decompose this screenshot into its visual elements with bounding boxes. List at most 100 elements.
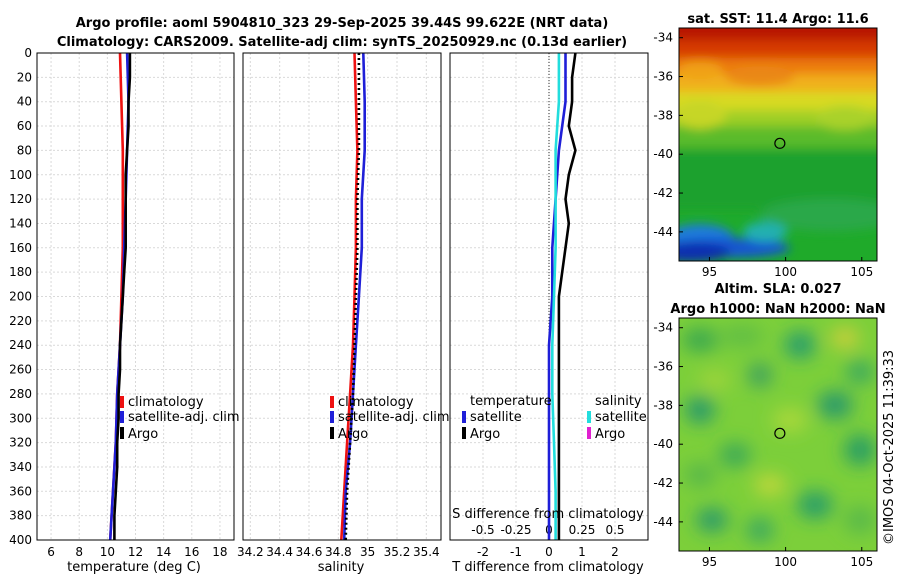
- sst-map-frame: [678, 27, 878, 262]
- temperature-legend: climatology satellite-adj. clim Argo: [120, 395, 240, 442]
- map-y-tick-label: -34: [653, 31, 673, 45]
- map-y-tick-label: -34: [653, 321, 673, 335]
- legend-label-argo: Argo: [338, 427, 368, 442]
- legend-swatch-satellite: [120, 411, 124, 423]
- map-x-tick-label: 105: [850, 265, 873, 279]
- figure-title-line1: Argo profile: aoml 5904810_323 29-Sep-20…: [76, 16, 609, 31]
- legend-label-s-argo: Argo: [595, 427, 625, 442]
- x-tick-label: 10: [100, 545, 115, 559]
- map-y-tick-label: -36: [653, 360, 673, 374]
- legend-swatch-s-satellite: [587, 411, 591, 423]
- x-tick-label: 34.4: [266, 545, 293, 559]
- series-t-satellite: [547, 53, 567, 540]
- map-y-tick-label: -42: [653, 476, 673, 490]
- depth-tick-label: 400: [9, 533, 32, 547]
- x-tick-label: 35: [360, 545, 375, 559]
- depth-tick-label: 380: [9, 509, 32, 523]
- map-y-tick-label: -36: [653, 70, 673, 84]
- map-y-tick-label: -44: [653, 225, 673, 239]
- difference-legend: temperature satellite Argo salinity sate…: [462, 394, 647, 442]
- depth-tick-label: 200: [9, 290, 32, 304]
- x-tick-label: 6: [47, 545, 55, 559]
- depth-tick-label: 100: [9, 168, 32, 182]
- sst-heatmap: [679, 28, 877, 261]
- legend-swatch-argo: [120, 427, 124, 439]
- legend-swatch-s-argo: [587, 427, 591, 439]
- depth-tick-label: 220: [9, 314, 32, 328]
- map-y-tick-label: -42: [653, 186, 673, 200]
- depth-tick-label: 0: [24, 46, 32, 60]
- depth-tick-label: 360: [9, 484, 32, 498]
- x-tick-label: 1: [578, 545, 586, 559]
- sla-heatmap: [679, 318, 877, 551]
- depth-tick-label: 180: [9, 265, 32, 279]
- depth-tick-label: 140: [9, 216, 32, 230]
- series-argo: [344, 53, 361, 541]
- map-y-tick-label: -38: [653, 108, 673, 122]
- x-tick-label: 34.8: [325, 545, 352, 559]
- salinity-legend: climatology satellite-adj. clim Argo: [330, 395, 450, 442]
- depth-tick-label: 320: [9, 436, 32, 450]
- s-diff-tick-label: 0.5: [605, 523, 624, 537]
- map-x-tick-label: 105: [850, 555, 873, 569]
- x-tick-label: 16: [184, 545, 199, 559]
- x-tick-label: 14: [156, 545, 171, 559]
- sla-map-title-line1: Altim. SLA: 0.027: [715, 282, 842, 297]
- temperature-panel: 0 20 40 60 80 100 120 140 160 180 200 220 240 260 280 3…: [9, 46, 235, 559]
- map-y-tick-label: -40: [653, 147, 673, 161]
- legend-label-t-argo: Argo: [470, 427, 500, 442]
- map-y-tick-label: -40: [653, 437, 673, 451]
- sla-map-title-line2: Argo h1000: NaN h2000: NaN: [670, 302, 885, 317]
- x-tick-label: 35.2: [384, 545, 411, 559]
- legend-title-salinity: salinity: [595, 394, 642, 409]
- x-tick-label: 12: [128, 545, 143, 559]
- depth-tick-label: 60: [17, 119, 32, 133]
- depth-tick-label: 160: [9, 241, 32, 255]
- map-x-tick-label: 100: [774, 555, 797, 569]
- plot-frame: [449, 52, 649, 541]
- depth-tick-label: 260: [9, 363, 32, 377]
- legend-swatch-climatology: [120, 396, 124, 408]
- legend-label-satellite: satellite-adj. clim: [338, 410, 450, 425]
- legend-swatch-t-argo: [462, 427, 466, 439]
- temperature-xlabel: temperature (deg C): [67, 560, 201, 575]
- x-tick-label: 34.2: [237, 545, 264, 559]
- difference-panel: -2 -1 0 1 2-0.5 -0.25 0 0.25 0.5: [449, 52, 649, 559]
- x-tick-label: -2: [477, 545, 489, 559]
- depth-tick-label: 20: [17, 70, 32, 84]
- argo-location-marker: [774, 137, 786, 149]
- depth-tick-label: 340: [9, 460, 32, 474]
- sst-map-title: sat. SST: 11.4 Argo: 11.6: [687, 12, 868, 27]
- x-tick-label: 2: [611, 545, 619, 559]
- s-difference-axis-label: S difference from climatology: [452, 507, 644, 522]
- map-y-tick-label: -38: [653, 398, 673, 412]
- series-t-argo: [557, 52, 577, 540]
- map-x-tick-label: 95: [702, 555, 717, 569]
- legend-swatch-argo: [330, 427, 334, 439]
- depth-tick-label: 80: [17, 143, 32, 157]
- s-diff-tick-label: -0.5: [471, 523, 494, 537]
- depth-tick-label: 40: [17, 95, 32, 109]
- x-tick-label: 0: [545, 545, 553, 559]
- series-s-satellite: [550, 53, 561, 540]
- depth-tick-label: 240: [9, 338, 32, 352]
- depth-tick-label: 120: [9, 192, 32, 206]
- legend-label-climatology: climatology: [128, 395, 204, 410]
- x-tick-label: 34.6: [296, 545, 323, 559]
- figure-title-line2: Climatology: CARS2009. Satellite-adj cli…: [57, 35, 627, 50]
- legend-swatch-satellite: [330, 411, 334, 423]
- sst-axis-ticks: 95 100 105 -34 -36 -38 -40 -42 -44: [653, 31, 873, 279]
- legend-swatch-climatology: [330, 396, 334, 408]
- series-argo: [113, 53, 132, 540]
- legend-label-s-satellite: satellite: [595, 410, 647, 425]
- legend-label-argo: Argo: [128, 427, 158, 442]
- legend-label-t-satellite: satellite: [470, 410, 522, 425]
- s-diff-tick-label: -0.25: [500, 523, 531, 537]
- legend-label-climatology: climatology: [338, 395, 414, 410]
- salinity-panel: 34.2 34.4 34.6 34.8 35 35.2 35.4: [237, 52, 442, 559]
- plot-frame: [242, 52, 442, 541]
- map-y-tick-label: -44: [653, 515, 673, 529]
- x-tick-label: 18: [212, 545, 227, 559]
- imos-timestamp: ©IMOS 04-Oct-2025 11:39:33: [882, 350, 897, 545]
